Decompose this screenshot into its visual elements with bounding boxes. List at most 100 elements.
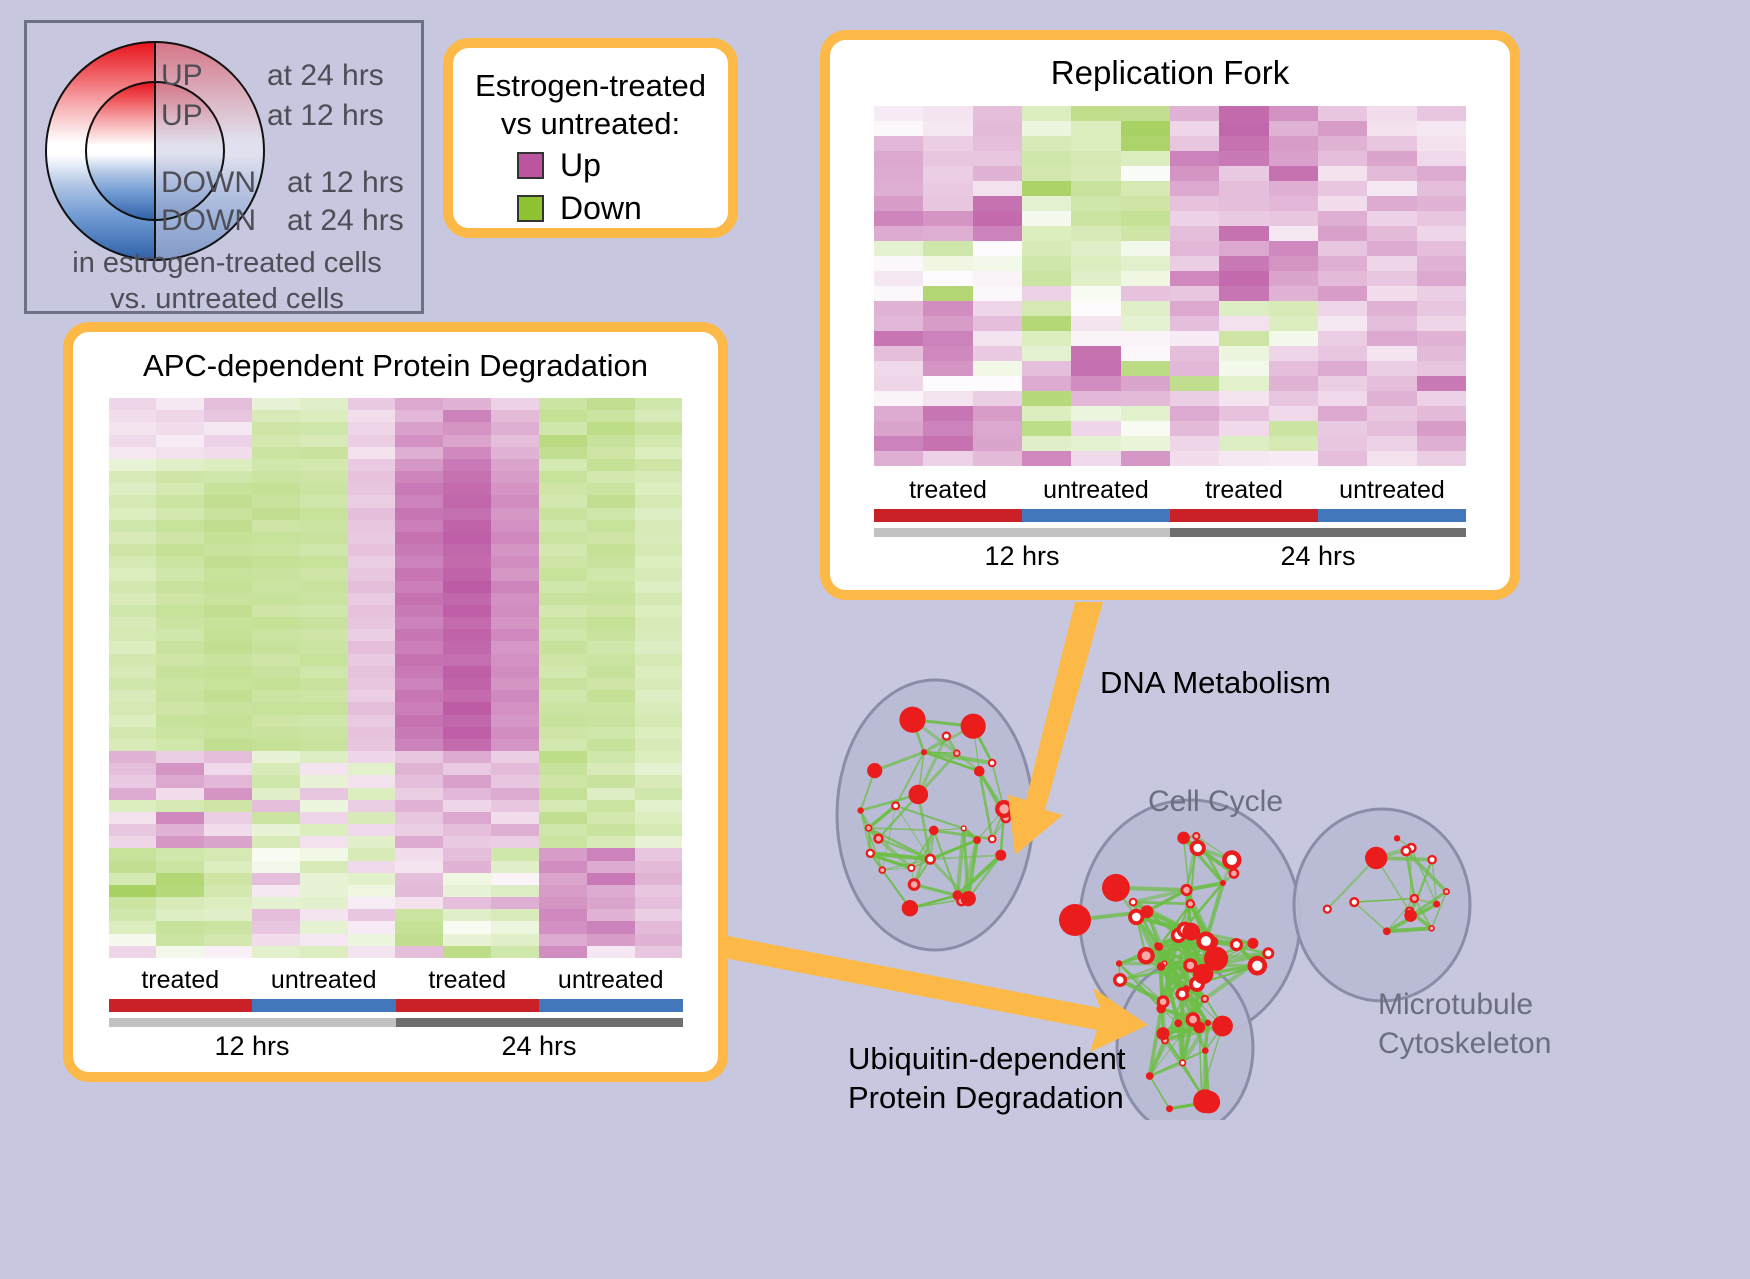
heatmap-cell bbox=[538, 519, 587, 532]
heatmap-cell bbox=[443, 860, 492, 873]
heatmap-cell bbox=[1071, 436, 1121, 451]
heatmap-cell bbox=[874, 436, 924, 451]
heatmap-cell bbox=[586, 604, 635, 618]
heatmap-cell bbox=[1071, 241, 1121, 256]
heatmap-cell bbox=[874, 181, 924, 196]
condition-color-segment bbox=[395, 999, 539, 1012]
heatmap-cell bbox=[347, 507, 396, 520]
heatmap-cell bbox=[299, 775, 348, 788]
heatmap-cell bbox=[538, 763, 587, 776]
heatmap-cell bbox=[156, 714, 205, 727]
heatmap-cell bbox=[251, 629, 300, 642]
heatmap-cell bbox=[1071, 211, 1121, 226]
heatmap-cell bbox=[1071, 361, 1121, 376]
heatmap-cell bbox=[299, 751, 348, 764]
network-node bbox=[1393, 835, 1401, 842]
heatmap-cell bbox=[1021, 181, 1072, 196]
heatmap-cell bbox=[395, 763, 444, 776]
heatmap-cell bbox=[586, 824, 635, 837]
heatmap-cell bbox=[634, 434, 683, 447]
updown-legend-title-line-2: vs untreated: bbox=[500, 105, 681, 141]
heatmap-cell bbox=[1071, 421, 1121, 436]
heatmap-cell bbox=[299, 921, 348, 934]
heatmap-cell bbox=[395, 677, 444, 691]
legend-item-down: Down bbox=[517, 190, 728, 227]
heatmap-cell bbox=[443, 799, 492, 812]
legend-item-up: Up bbox=[517, 147, 728, 184]
heatmap-cell bbox=[443, 690, 492, 703]
heatmap-cell bbox=[1416, 331, 1466, 346]
heatmap-cell bbox=[251, 653, 300, 666]
replication-fork-time-bar bbox=[874, 528, 1466, 537]
heatmap-cell bbox=[347, 531, 396, 545]
heatmap-cell bbox=[538, 495, 587, 508]
heatmap-cell bbox=[538, 641, 587, 654]
heatmap-cell bbox=[491, 921, 539, 934]
heatmap-cell bbox=[1416, 406, 1466, 421]
heatmap-cell bbox=[491, 751, 539, 764]
heatmap-cell bbox=[251, 677, 300, 691]
heatmap-cell bbox=[1071, 346, 1121, 361]
network-node bbox=[1229, 938, 1243, 952]
heatmap-cell bbox=[108, 884, 157, 898]
heatmap-cell bbox=[1120, 136, 1170, 151]
replication-fork-panel: Replication Fork treated untreated treated… bbox=[820, 30, 1520, 600]
heatmap-cell bbox=[251, 763, 300, 776]
heatmap-cell bbox=[1416, 106, 1466, 121]
heatmap-cell bbox=[108, 556, 157, 569]
heatmap-cell bbox=[586, 860, 635, 873]
network-node bbox=[1222, 850, 1242, 870]
network-edge bbox=[870, 851, 931, 862]
heatmap-cell bbox=[1169, 181, 1220, 196]
heatmap-cell bbox=[1021, 391, 1072, 406]
heatmap-cell bbox=[395, 556, 444, 569]
heatmap-cell bbox=[204, 446, 252, 459]
heatmap-cell bbox=[1219, 331, 1269, 346]
heatmap-cell bbox=[251, 751, 300, 764]
heatmap-cell bbox=[538, 617, 587, 630]
heatmap-cell bbox=[1317, 121, 1368, 136]
network-edge bbox=[859, 810, 884, 871]
condition-label: treated bbox=[1205, 476, 1283, 504]
heatmap-cell bbox=[443, 604, 492, 618]
condition-color-segment bbox=[1022, 509, 1170, 522]
heatmap-cell bbox=[108, 702, 157, 715]
heatmap-cell bbox=[395, 738, 444, 752]
heatmap-cell bbox=[156, 434, 205, 447]
heatmap-cell bbox=[156, 909, 205, 922]
heatmap-cell bbox=[156, 556, 205, 569]
heatmap-cell bbox=[443, 434, 492, 447]
heatmap-cell bbox=[634, 677, 683, 691]
heatmap-cell bbox=[1219, 196, 1269, 211]
heatmap-cell bbox=[1367, 286, 1417, 301]
heatmap-cell bbox=[251, 738, 300, 752]
heatmap-cell bbox=[923, 391, 973, 406]
heatmap-cell bbox=[874, 286, 924, 301]
heatmap-cell bbox=[251, 848, 300, 861]
heatmap-cell bbox=[443, 909, 492, 922]
heatmap-cell bbox=[538, 726, 587, 739]
heatmap-cell bbox=[1219, 346, 1269, 361]
network-edge bbox=[1147, 1008, 1164, 1077]
heatmap-cell bbox=[923, 436, 973, 451]
heatmap-cell bbox=[1317, 211, 1368, 226]
heatmap-cell bbox=[491, 556, 539, 569]
network-node bbox=[1189, 839, 1206, 857]
heatmap-cell bbox=[538, 422, 587, 435]
heatmap-cell bbox=[251, 787, 300, 800]
heatmap-cell bbox=[299, 690, 348, 703]
heatmap-cell bbox=[299, 884, 348, 898]
heatmap-cell bbox=[204, 763, 252, 776]
heatmap-cell bbox=[491, 872, 539, 885]
heatmap-cell bbox=[874, 376, 924, 391]
heatmap-cell bbox=[251, 617, 300, 630]
heatmap-cell bbox=[634, 811, 683, 825]
down-color-swatch bbox=[517, 195, 544, 223]
heatmap-cell bbox=[395, 458, 444, 472]
heatmap-cell bbox=[443, 422, 492, 435]
heatmap-cell bbox=[204, 568, 252, 581]
heatmap-cell bbox=[443, 629, 492, 642]
heatmap-cell bbox=[347, 629, 396, 642]
network-node bbox=[1113, 973, 1127, 987]
heatmap-cell bbox=[586, 872, 635, 885]
